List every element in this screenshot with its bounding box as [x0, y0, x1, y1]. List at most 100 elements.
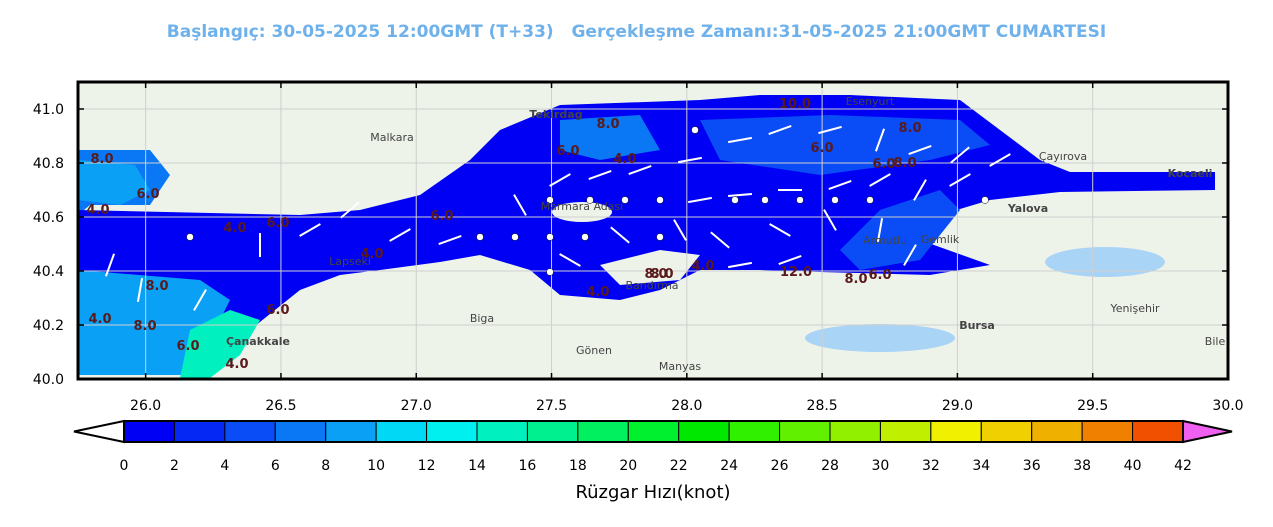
- wind-barb: [727, 192, 753, 198]
- place-name: Gönen: [576, 344, 612, 357]
- colorbar-tick-label: 40: [1124, 458, 1142, 474]
- colorbar-ticks: 0 2 4 6 8 10 12 14 16 18 20 22 24 26 28 30 32 34 36 38 40 42: [120, 458, 1192, 474]
- contour-label: 8.0: [596, 117, 619, 132]
- colorbar-label: Rüzgar Hızı(knot): [575, 482, 730, 503]
- contour-label: 8.0: [90, 152, 113, 167]
- wind-barb: [949, 173, 971, 187]
- colorbar-segment: [224, 420, 276, 443]
- colorbar-segment: [325, 420, 377, 443]
- station-dot: [796, 196, 804, 204]
- colorbar-tick-label: 10: [367, 458, 385, 474]
- colorbar-segment: [1081, 420, 1134, 443]
- contour-label: 8.0: [893, 156, 916, 171]
- chart-title: Başlangıç: 30-05-2025 12:00GMT (T+33) Ge…: [0, 22, 1273, 42]
- station-dot: [546, 233, 554, 241]
- colorbar-tick-label: 34: [972, 458, 990, 474]
- contour-label: 4.0: [223, 221, 246, 236]
- place-labels: Tekirdağ Malkara Esenyurt Çayırova Kocaeli Ya…: [226, 95, 1225, 373]
- lake-iznik: [805, 324, 955, 352]
- y-tick-label: 41.0: [33, 102, 64, 118]
- station-dot: [656, 233, 664, 241]
- place-name: Manyas: [659, 360, 701, 373]
- wind-barb: [869, 173, 891, 187]
- wind-barb: [769, 223, 791, 237]
- sea-region: [78, 160, 150, 205]
- station-dot: [546, 268, 554, 276]
- colorbar-segment: [173, 420, 226, 443]
- wind-barb: [710, 231, 730, 249]
- colorbar-segment: [879, 420, 932, 443]
- contour-label: 6.0: [872, 157, 895, 172]
- station-dot: [186, 233, 194, 241]
- colorbar-min-extension: [73, 419, 125, 444]
- wind-barb: [678, 156, 702, 164]
- wind-barb: [908, 144, 932, 156]
- contour-label: 6.0: [868, 268, 891, 283]
- station-dot: [621, 196, 629, 204]
- colorbar-tick-label: 36: [1023, 458, 1041, 474]
- colorbar-tick-label: 24: [720, 458, 738, 474]
- y-axis: 40.0 40.2 40.4 40.6 40.8 41.0: [33, 102, 1228, 388]
- colorbar-segment: [779, 420, 831, 443]
- colorbar-segment: [375, 420, 428, 443]
- station-dot: [546, 196, 554, 204]
- colorbar-tick-label: 12: [418, 458, 436, 474]
- title-valid-time: Gerçekleşme Zamanı:31-05-2025 21:00GMT C…: [571, 22, 1107, 42]
- y-tick-label: 40.4: [33, 264, 64, 280]
- x-tick-label: 30.0: [1212, 398, 1243, 414]
- place-name: Lapseki: [329, 255, 371, 268]
- contour-label: 4.0: [86, 203, 109, 218]
- colorbar-segment: [476, 420, 528, 443]
- colorbar-segment: [627, 420, 680, 443]
- x-axis: 26.0 26.5 27.0 27.5 28.0 28.5 29.0 29.5 30.0: [130, 82, 1244, 414]
- colorbar-tick-label: 38: [1073, 458, 1091, 474]
- contour-labels: 8.06.04.08.06.04.08.06.08.06.04.0 6.04.08…: [86, 97, 921, 372]
- colorbar-segment: [426, 420, 478, 443]
- colorbar-tick-label: 26: [771, 458, 789, 474]
- y-tick-label: 40.6: [33, 210, 64, 226]
- wind-barb: [688, 196, 712, 204]
- y-tick-label: 40.8: [33, 156, 64, 172]
- station-dot: [761, 196, 769, 204]
- colorbar-segment: [274, 420, 327, 443]
- sea-region: [840, 190, 960, 270]
- contour-label: 6.0: [266, 216, 289, 231]
- station-dot: [476, 233, 484, 241]
- wind-barb: [876, 218, 884, 242]
- kapidag-peninsula: [600, 250, 700, 285]
- place-name: Bandırma: [625, 279, 678, 292]
- wind-barb: [950, 146, 970, 164]
- x-tick-label: 26.0: [130, 398, 161, 414]
- station-dot: [691, 126, 699, 134]
- place-name: Biga: [470, 312, 494, 325]
- wind-barb: [193, 289, 207, 311]
- wind-barb: [513, 194, 527, 216]
- sea-region: [700, 115, 990, 175]
- wind-barb: [588, 169, 612, 181]
- wind-barb: [673, 219, 687, 241]
- contour-label: 4.0: [586, 285, 609, 300]
- place-name: Yalova: [1007, 202, 1048, 215]
- map-area: Tekirdağ Malkara Esenyurt Çayırova Kocaeli Ya…: [78, 82, 1228, 379]
- station-dot: [656, 196, 664, 204]
- wind-barb: [628, 164, 652, 176]
- wind-barb: [768, 124, 792, 136]
- colorbar-tick-label: 22: [670, 458, 688, 474]
- wind-barb: [389, 228, 411, 242]
- station-dot: [581, 233, 589, 241]
- x-tick-label: 29.5: [1077, 398, 1108, 414]
- place-name: Tekirdağ: [529, 108, 582, 121]
- colorbar-tick-label: 30: [872, 458, 890, 474]
- place-name: Kocaeli: [1168, 167, 1213, 180]
- contour-label: 8.0: [898, 121, 921, 136]
- contour-label: 8.0: [145, 279, 168, 294]
- contour-label: 4.0: [691, 259, 714, 274]
- colorbar-tick-label: 18: [569, 458, 587, 474]
- colorbar-tick-label: 16: [519, 458, 537, 474]
- station-dot: [831, 196, 839, 204]
- place-name: Armutlu: [863, 234, 907, 247]
- contour-label: 6.0: [176, 339, 199, 354]
- contour-label: 8.0: [650, 267, 673, 282]
- colorbar-tick-label: 20: [619, 458, 637, 474]
- wind-barb: [610, 226, 630, 244]
